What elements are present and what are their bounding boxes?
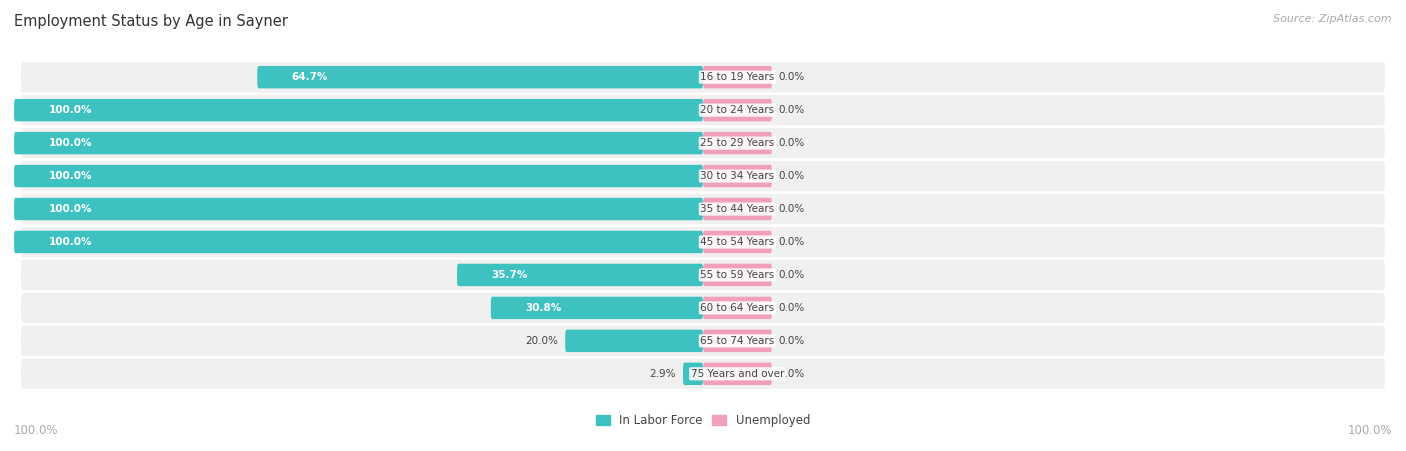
FancyBboxPatch shape xyxy=(703,330,772,352)
Text: 100.0%: 100.0% xyxy=(48,138,91,148)
Text: 16 to 19 Years: 16 to 19 Years xyxy=(700,72,775,82)
FancyBboxPatch shape xyxy=(491,297,703,319)
Text: 30 to 34 Years: 30 to 34 Years xyxy=(700,171,775,181)
Text: 64.7%: 64.7% xyxy=(291,72,328,82)
FancyBboxPatch shape xyxy=(14,132,703,154)
FancyBboxPatch shape xyxy=(703,165,772,187)
FancyBboxPatch shape xyxy=(14,198,703,220)
Text: 100.0%: 100.0% xyxy=(48,237,91,247)
Text: 0.0%: 0.0% xyxy=(779,270,806,280)
Legend: In Labor Force, Unemployed: In Labor Force, Unemployed xyxy=(591,410,815,432)
FancyBboxPatch shape xyxy=(21,95,1385,125)
FancyBboxPatch shape xyxy=(457,264,703,286)
Text: 0.0%: 0.0% xyxy=(779,204,806,214)
Text: 20.0%: 20.0% xyxy=(526,336,558,346)
Text: 45 to 54 Years: 45 to 54 Years xyxy=(700,237,775,247)
Text: 35.7%: 35.7% xyxy=(492,270,527,280)
FancyBboxPatch shape xyxy=(565,330,703,352)
FancyBboxPatch shape xyxy=(703,132,772,154)
Text: 0.0%: 0.0% xyxy=(779,171,806,181)
FancyBboxPatch shape xyxy=(14,165,703,187)
Text: 30.8%: 30.8% xyxy=(526,303,561,313)
FancyBboxPatch shape xyxy=(21,260,1385,290)
Text: 0.0%: 0.0% xyxy=(779,138,806,148)
FancyBboxPatch shape xyxy=(703,264,772,286)
Text: 75 Years and over: 75 Years and over xyxy=(690,369,785,379)
Text: 100.0%: 100.0% xyxy=(48,105,91,115)
FancyBboxPatch shape xyxy=(703,66,772,88)
Text: 55 to 59 Years: 55 to 59 Years xyxy=(700,270,775,280)
FancyBboxPatch shape xyxy=(14,99,703,121)
Text: 25 to 29 Years: 25 to 29 Years xyxy=(700,138,775,148)
Text: 0.0%: 0.0% xyxy=(779,72,806,82)
FancyBboxPatch shape xyxy=(21,62,1385,92)
FancyBboxPatch shape xyxy=(683,363,703,385)
Text: 0.0%: 0.0% xyxy=(779,237,806,247)
Text: 100.0%: 100.0% xyxy=(48,171,91,181)
Text: 2.9%: 2.9% xyxy=(650,369,676,379)
FancyBboxPatch shape xyxy=(21,326,1385,356)
Text: Source: ZipAtlas.com: Source: ZipAtlas.com xyxy=(1274,14,1392,23)
Text: 0.0%: 0.0% xyxy=(779,336,806,346)
Text: 60 to 64 Years: 60 to 64 Years xyxy=(700,303,775,313)
FancyBboxPatch shape xyxy=(21,194,1385,224)
Text: 100.0%: 100.0% xyxy=(14,424,59,437)
Text: 0.0%: 0.0% xyxy=(779,369,806,379)
FancyBboxPatch shape xyxy=(21,128,1385,158)
Text: 0.0%: 0.0% xyxy=(779,105,806,115)
FancyBboxPatch shape xyxy=(703,231,772,253)
FancyBboxPatch shape xyxy=(21,161,1385,191)
Text: 100.0%: 100.0% xyxy=(1347,424,1392,437)
FancyBboxPatch shape xyxy=(21,293,1385,323)
Text: 35 to 44 Years: 35 to 44 Years xyxy=(700,204,775,214)
FancyBboxPatch shape xyxy=(703,363,772,385)
FancyBboxPatch shape xyxy=(21,227,1385,257)
FancyBboxPatch shape xyxy=(703,99,772,121)
Text: 0.0%: 0.0% xyxy=(779,303,806,313)
Text: 65 to 74 Years: 65 to 74 Years xyxy=(700,336,775,346)
Text: Employment Status by Age in Sayner: Employment Status by Age in Sayner xyxy=(14,14,288,28)
Text: 100.0%: 100.0% xyxy=(48,204,91,214)
FancyBboxPatch shape xyxy=(257,66,703,88)
FancyBboxPatch shape xyxy=(703,297,772,319)
Text: 20 to 24 Years: 20 to 24 Years xyxy=(700,105,775,115)
FancyBboxPatch shape xyxy=(703,198,772,220)
FancyBboxPatch shape xyxy=(14,231,703,253)
FancyBboxPatch shape xyxy=(21,359,1385,389)
